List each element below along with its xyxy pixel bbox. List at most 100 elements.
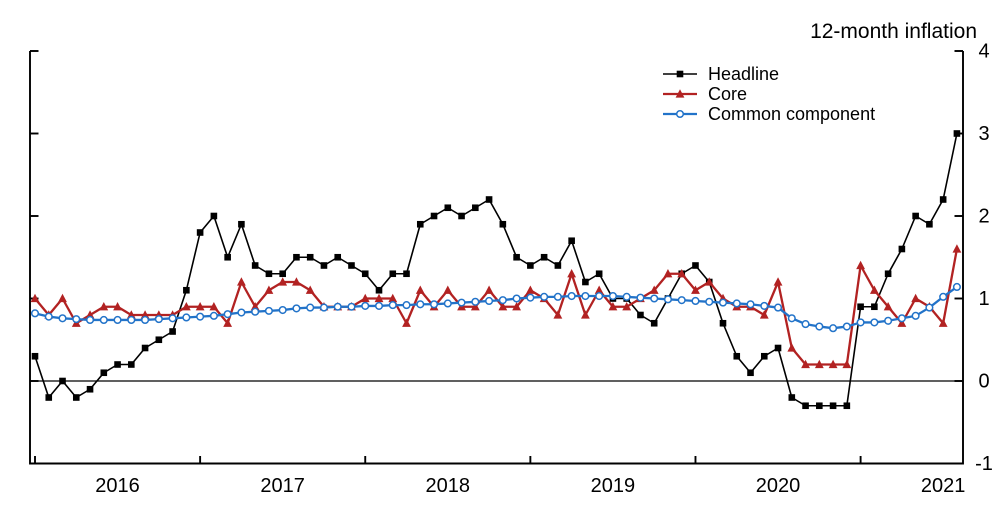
triangle-marker (140, 310, 150, 319)
square-marker (733, 352, 741, 360)
triangle-marker (360, 293, 370, 303)
series-group (30, 130, 962, 410)
circle-marker (622, 292, 631, 301)
square-marker (210, 212, 218, 220)
series-core (30, 244, 962, 369)
circle-marker (540, 292, 549, 301)
square-marker (676, 70, 684, 78)
circle-marker (608, 291, 617, 301)
circle-marker (429, 300, 439, 309)
triangle-marker (675, 89, 685, 98)
triangle-marker (512, 301, 521, 311)
triangle-marker (209, 301, 219, 311)
circle-marker (787, 314, 796, 323)
circle-marker (760, 301, 769, 310)
square-marker (141, 344, 149, 352)
square-marker (251, 262, 259, 269)
circle-marker (154, 315, 163, 324)
triangle-marker (58, 293, 67, 303)
triangle-marker (415, 285, 425, 294)
circle-marker (677, 296, 686, 305)
triangle-marker (250, 301, 260, 311)
circle-marker (512, 294, 521, 303)
triangle-marker (99, 301, 109, 311)
circle-marker (773, 303, 783, 312)
y-axis-label: 4 (978, 41, 989, 63)
circle-marker (292, 304, 301, 313)
triangle-marker (649, 285, 659, 294)
square-marker (416, 220, 424, 228)
triangle-marker (801, 359, 810, 369)
square-marker (692, 262, 699, 269)
axis-frame (29, 51, 964, 465)
series-headline (31, 130, 961, 410)
circle-marker (319, 303, 329, 312)
circle-marker (237, 308, 246, 317)
triangle-marker (85, 310, 95, 319)
circle-marker (251, 307, 260, 316)
square-marker (719, 319, 727, 327)
circle-marker (443, 299, 452, 308)
circle-marker (663, 295, 673, 304)
square-marker (595, 270, 603, 278)
square-marker (568, 237, 575, 245)
circle-marker (897, 314, 906, 323)
square-marker (403, 270, 410, 278)
square-marker (265, 270, 273, 278)
triangle-marker (869, 285, 879, 294)
square-marker (527, 262, 534, 269)
circle-marker (182, 313, 191, 322)
triangle-marker (498, 301, 508, 311)
square-marker (485, 196, 493, 203)
circle-marker (829, 324, 838, 333)
circle-marker (416, 300, 425, 309)
square-marker (788, 394, 796, 401)
triangle-marker (181, 301, 191, 311)
triangle-marker (484, 285, 494, 294)
triangle-marker (677, 268, 687, 278)
circle-marker (718, 298, 728, 307)
square-marker (898, 245, 906, 253)
circle-marker (675, 109, 685, 119)
circle-marker (196, 312, 205, 321)
square-marker (114, 361, 121, 368)
circle-marker (485, 296, 494, 306)
triangle-marker (883, 301, 893, 311)
square-marker (128, 361, 135, 368)
triangle-marker (237, 277, 246, 286)
square-marker (554, 262, 562, 269)
circle-marker (264, 306, 273, 315)
triangle-marker (470, 301, 480, 311)
x-axis-label: 2021 (921, 475, 966, 497)
legend-item-core: Core (663, 84, 747, 104)
y-axis-label: 1 (978, 288, 989, 310)
circle-marker (223, 310, 232, 319)
square-marker (802, 402, 809, 410)
circle-marker (209, 311, 218, 320)
square-marker (637, 311, 644, 319)
square-marker (816, 402, 823, 410)
square-marker (774, 344, 782, 352)
circle-marker (732, 299, 741, 308)
square-marker (513, 253, 520, 261)
square-marker (375, 286, 383, 294)
circle-marker (526, 293, 535, 302)
triangle-marker (567, 268, 577, 278)
square-marker (499, 220, 507, 228)
square-marker (912, 212, 919, 220)
square-marker (155, 336, 163, 344)
circle-marker (306, 303, 315, 312)
triangle-marker (402, 318, 411, 327)
triangle-marker (814, 359, 824, 369)
line-core (33, 247, 959, 366)
legend-item-headline: Headline (663, 64, 779, 84)
circle-marker (581, 291, 590, 301)
circle-marker (939, 292, 948, 301)
circle-marker (113, 315, 122, 325)
triangle-marker (292, 277, 301, 286)
triangle-marker (264, 285, 274, 294)
triangle-marker (787, 343, 797, 352)
circle-marker (44, 312, 53, 321)
triangle-marker (388, 293, 398, 303)
triangle-marker (911, 293, 921, 303)
